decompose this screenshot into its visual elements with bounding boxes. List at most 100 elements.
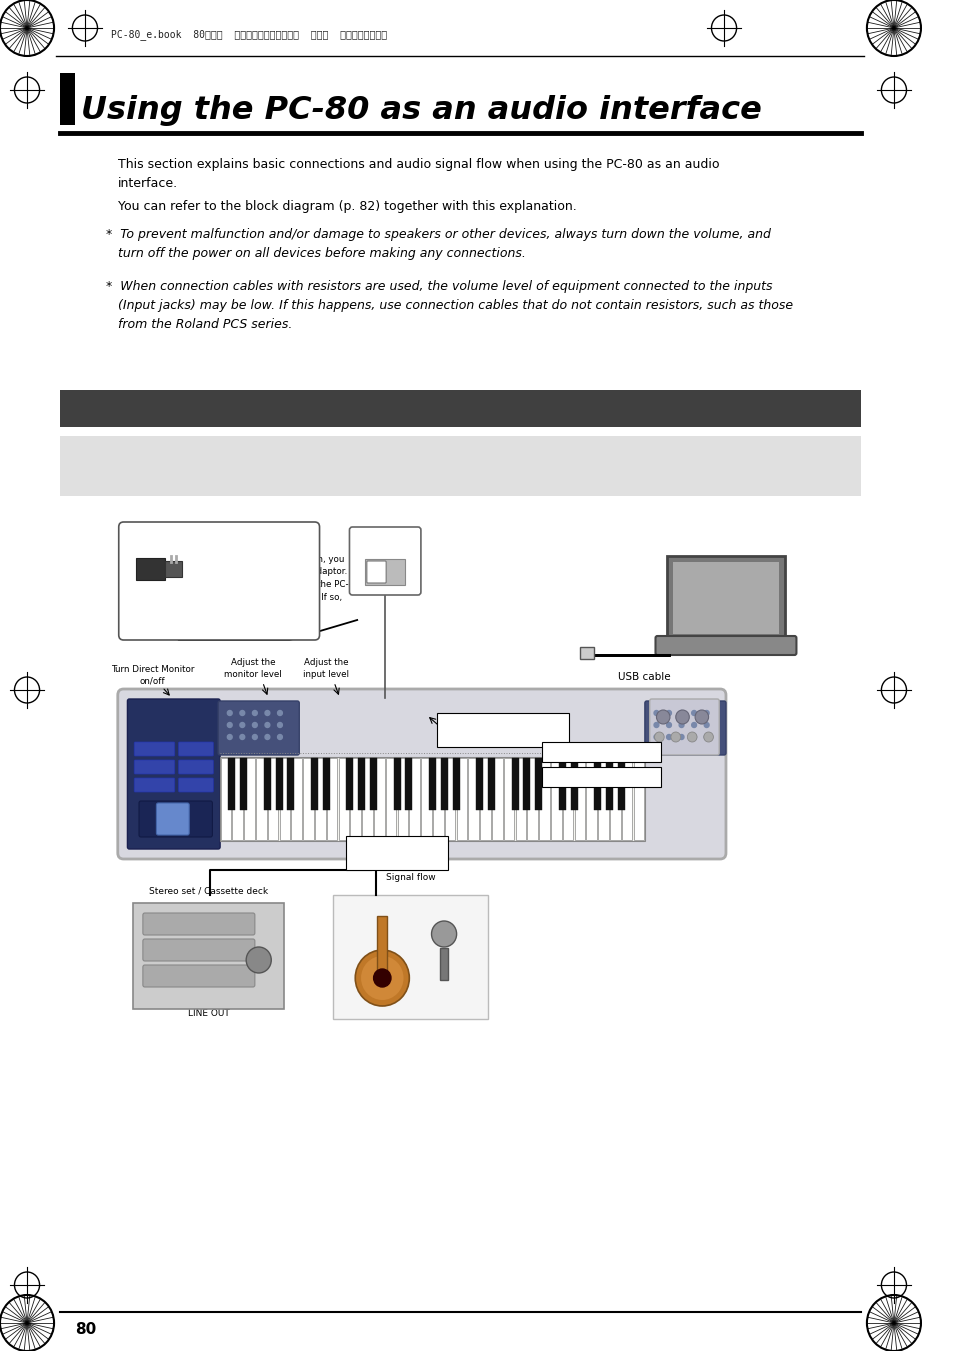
Text: Recording on your computer—Using software to record sound from: Recording on your computer—Using softwar… (73, 447, 731, 465)
FancyBboxPatch shape (165, 561, 182, 577)
FancyBboxPatch shape (134, 742, 174, 757)
FancyBboxPatch shape (314, 758, 325, 840)
Text: (Input jacks) may be low. If this happens, use connection cables that do not con: (Input jacks) may be low. If this happen… (106, 299, 793, 312)
FancyBboxPatch shape (143, 913, 254, 935)
Text: Basic connection example and signal flow: Basic connection example and signal flow (75, 399, 566, 417)
FancyBboxPatch shape (429, 758, 436, 811)
Circle shape (277, 735, 282, 739)
FancyBboxPatch shape (468, 758, 478, 840)
Circle shape (374, 969, 391, 988)
FancyBboxPatch shape (60, 390, 861, 427)
Circle shape (277, 711, 282, 716)
Text: Adjust the
input level: Adjust the input level (303, 658, 349, 680)
FancyBboxPatch shape (444, 758, 455, 840)
FancyBboxPatch shape (574, 758, 584, 840)
Circle shape (654, 732, 663, 742)
FancyBboxPatch shape (178, 761, 213, 774)
FancyBboxPatch shape (118, 521, 319, 640)
FancyBboxPatch shape (618, 758, 624, 811)
FancyBboxPatch shape (117, 689, 725, 859)
Circle shape (227, 711, 232, 716)
FancyBboxPatch shape (511, 758, 518, 811)
FancyBboxPatch shape (345, 836, 448, 870)
FancyBboxPatch shape (134, 778, 174, 792)
FancyBboxPatch shape (633, 758, 643, 840)
FancyBboxPatch shape (476, 758, 482, 811)
FancyBboxPatch shape (218, 701, 299, 755)
Text: POWER: POWER (365, 538, 405, 549)
FancyBboxPatch shape (541, 742, 660, 762)
Circle shape (253, 735, 257, 739)
FancyBboxPatch shape (322, 758, 330, 811)
Text: Connect to INPUT L (MONO)
and INPUT R: Connect to INPUT L (MONO) and INPUT R (442, 721, 563, 742)
FancyBboxPatch shape (327, 758, 337, 840)
Circle shape (227, 735, 232, 739)
Circle shape (654, 735, 659, 739)
Text: This section explains basic connections and audio signal flow when using the PC-: This section explains basic connections … (117, 158, 719, 172)
Text: LINE OUT: LINE OUT (188, 1009, 229, 1019)
FancyBboxPatch shape (178, 742, 213, 757)
Circle shape (703, 732, 713, 742)
Circle shape (431, 921, 456, 947)
FancyBboxPatch shape (255, 758, 266, 840)
FancyBboxPatch shape (394, 758, 400, 811)
Circle shape (675, 711, 689, 724)
Text: DC  OFF USB: DC OFF USB (360, 549, 409, 558)
Circle shape (679, 711, 683, 716)
FancyBboxPatch shape (515, 758, 526, 840)
FancyBboxPatch shape (233, 758, 243, 840)
Text: 80: 80 (75, 1323, 96, 1337)
Circle shape (666, 735, 671, 739)
Circle shape (265, 723, 270, 727)
FancyBboxPatch shape (279, 758, 290, 840)
Circle shape (265, 711, 270, 716)
Text: You can refer to the block diagram (p. 82) together with this explanation.: You can refer to the block diagram (p. 8… (117, 200, 576, 213)
Circle shape (265, 735, 270, 739)
Circle shape (253, 723, 257, 727)
Circle shape (691, 735, 696, 739)
FancyBboxPatch shape (594, 758, 600, 811)
Text: If you're using a USB connection, you
don't have to connect the AC adaptor.
Howe: If you're using a USB connection, you do… (181, 555, 349, 627)
FancyBboxPatch shape (143, 939, 254, 961)
Text: Input Mode setting: Input Mode setting (559, 773, 641, 781)
FancyBboxPatch shape (136, 558, 165, 580)
FancyBboxPatch shape (333, 894, 488, 1019)
Circle shape (666, 723, 671, 727)
FancyBboxPatch shape (621, 758, 632, 840)
Circle shape (360, 957, 403, 1000)
Text: Turn Direct Monitor
on/off: Turn Direct Monitor on/off (111, 665, 194, 686)
FancyBboxPatch shape (672, 562, 779, 634)
Circle shape (253, 711, 257, 716)
FancyBboxPatch shape (268, 758, 278, 840)
Text: AC adaptor: AC adaptor (211, 536, 269, 546)
Text: PC-80: PC-80 (133, 721, 168, 731)
FancyBboxPatch shape (143, 965, 254, 988)
Text: EDIROL: EDIROL (135, 709, 172, 717)
FancyBboxPatch shape (240, 758, 247, 811)
FancyBboxPatch shape (385, 758, 396, 840)
FancyBboxPatch shape (605, 758, 612, 811)
Circle shape (670, 732, 679, 742)
FancyBboxPatch shape (264, 758, 271, 811)
Circle shape (654, 711, 659, 716)
Text: *  When connection cables with resistors are used, the volume level of equipment: * When connection cables with resistors … (106, 280, 772, 293)
Circle shape (355, 950, 409, 1006)
Text: turn off the power on all devices before making any connections.: turn off the power on all devices before… (106, 247, 525, 259)
FancyBboxPatch shape (244, 758, 254, 840)
FancyBboxPatch shape (523, 758, 530, 811)
Text: Adjust the
monitor level: Adjust the monitor level (224, 658, 281, 680)
FancyBboxPatch shape (338, 758, 349, 840)
Circle shape (666, 711, 671, 716)
FancyBboxPatch shape (346, 758, 353, 811)
Circle shape (679, 735, 683, 739)
Circle shape (695, 711, 708, 724)
FancyBboxPatch shape (365, 559, 405, 585)
Text: PC-80_e.book  80ページ  ２００５年１１月１０日  木曜日  午前１１時３４分: PC-80_e.book 80ページ ２００５年１１月１０日 木曜日 午前１１時… (111, 30, 387, 41)
FancyBboxPatch shape (275, 758, 282, 811)
FancyBboxPatch shape (420, 758, 432, 840)
FancyBboxPatch shape (156, 802, 189, 835)
FancyBboxPatch shape (370, 758, 376, 811)
FancyBboxPatch shape (229, 758, 235, 811)
FancyBboxPatch shape (538, 758, 549, 840)
FancyBboxPatch shape (133, 902, 284, 1009)
